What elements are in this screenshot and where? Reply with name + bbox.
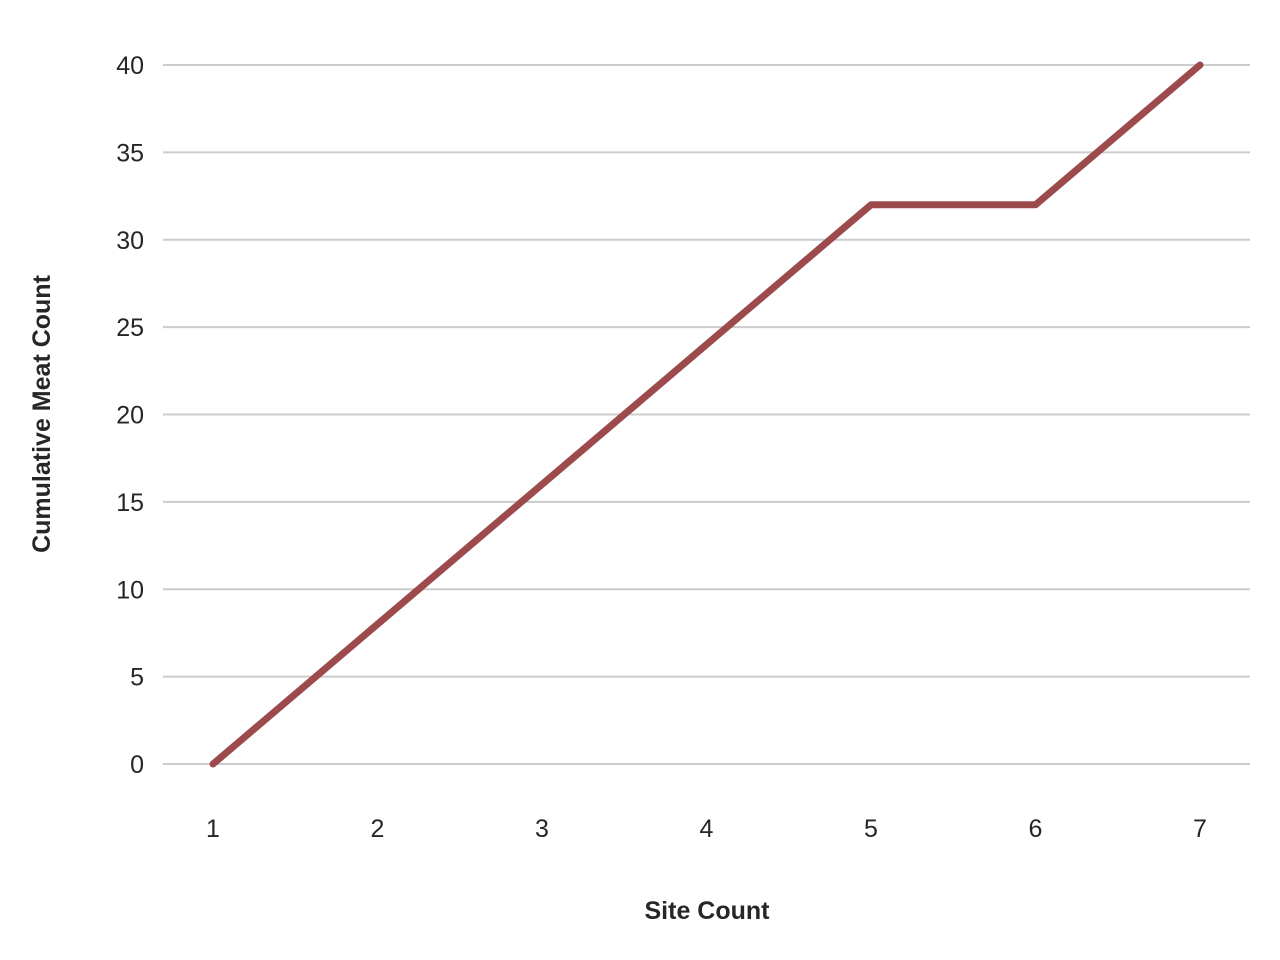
- y-axis-ticks: 0 5 10 15 20 25 30 35 40: [116, 52, 144, 779]
- series-lines: [209, 61, 1204, 768]
- y-tick-label: 40: [116, 52, 144, 80]
- y-tick-label: 30: [116, 227, 144, 255]
- x-tick-label: 5: [864, 815, 878, 843]
- y-tick-label: 5: [130, 664, 144, 692]
- y-tick-label: 10: [116, 576, 144, 604]
- x-axis-title: Site Count: [645, 897, 771, 925]
- y-axis-title: Cumulative Meat Count: [28, 274, 56, 552]
- y-tick-label: 20: [116, 402, 144, 430]
- series-line-0: [209, 61, 1204, 768]
- x-tick-label: 7: [1193, 815, 1207, 843]
- x-tick-label: 1: [206, 815, 220, 843]
- x-tick-label: 4: [700, 815, 714, 843]
- y-tick-label: 35: [116, 139, 144, 167]
- x-tick-label: 3: [535, 815, 549, 843]
- y-tick-label: 15: [116, 489, 144, 517]
- grid-lines: [163, 64, 1250, 765]
- y-tick-label: 25: [116, 314, 144, 342]
- x-tick-label: 2: [371, 815, 385, 843]
- x-tick-label: 6: [1029, 815, 1043, 843]
- x-axis-ticks: 1 2 3 4 5 6 7: [206, 815, 1207, 843]
- y-tick-label: 0: [130, 751, 144, 779]
